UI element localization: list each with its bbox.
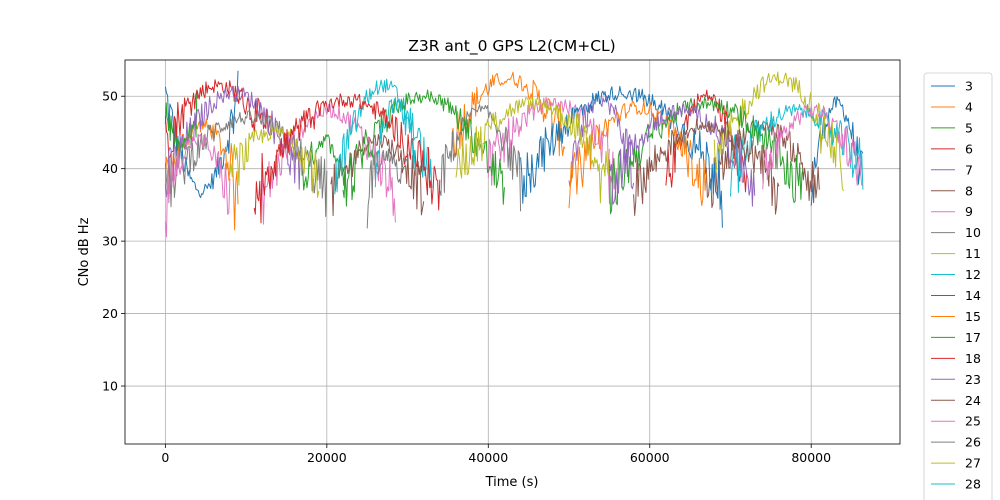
legend-label-5: 5 bbox=[965, 120, 973, 135]
y-tick-label: 50 bbox=[102, 89, 118, 104]
series-line-27 bbox=[455, 96, 610, 204]
y-axis: 10 20 30 40 50 bbox=[102, 89, 125, 394]
x-tick-label: 20000 bbox=[307, 450, 347, 465]
legend-label-14: 14 bbox=[965, 288, 981, 303]
legend-label-11: 11 bbox=[965, 246, 981, 261]
x-axis: 0 20000 40000 60000 80000 bbox=[161, 444, 831, 465]
legend-label-10: 10 bbox=[965, 225, 981, 240]
legend-box bbox=[923, 72, 993, 500]
x-tick-label: 40000 bbox=[468, 450, 508, 465]
legend: 3 4 5 6 7 8 9 10 11 12 14 15 17 18 23 24 25 26 27 28 bbox=[923, 72, 993, 500]
series-line-26 bbox=[366, 148, 409, 229]
y-tick-label: 40 bbox=[102, 161, 118, 176]
series-line-17 bbox=[342, 89, 804, 215]
legend-label-8: 8 bbox=[965, 183, 973, 198]
legend-label-23: 23 bbox=[965, 372, 981, 387]
x-axis-label: Time (s) bbox=[485, 475, 539, 490]
legend-label-24: 24 bbox=[965, 393, 981, 408]
legend-label-18: 18 bbox=[965, 351, 981, 366]
plot-frame bbox=[124, 59, 901, 445]
y-tick-label: 30 bbox=[102, 234, 118, 249]
legend-label-28: 28 bbox=[965, 477, 981, 492]
series-line-25 bbox=[164, 104, 864, 238]
legend-label-9: 9 bbox=[965, 204, 973, 219]
legend-label-25: 25 bbox=[965, 414, 981, 429]
y-tick-label: 10 bbox=[102, 379, 118, 394]
series-line-23 bbox=[608, 103, 756, 207]
legend-label-12: 12 bbox=[965, 267, 981, 282]
series-line-24 bbox=[633, 118, 780, 216]
legend-label-4: 4 bbox=[965, 99, 973, 114]
x-tick-label: 0 bbox=[161, 450, 169, 465]
legend-label-15: 15 bbox=[965, 309, 981, 324]
y-axis-label: CNo dB Hz bbox=[77, 217, 92, 286]
series-line-18 bbox=[253, 93, 441, 224]
legend-label-7: 7 bbox=[965, 162, 973, 177]
legend-label-27: 27 bbox=[965, 456, 981, 471]
series-line-10 bbox=[164, 104, 522, 217]
legend-label-17: 17 bbox=[965, 330, 981, 345]
x-tick-label: 60000 bbox=[630, 450, 670, 465]
x-tick-label: 80000 bbox=[791, 450, 831, 465]
series-line-15 bbox=[568, 100, 707, 209]
series-line-28 bbox=[374, 97, 417, 188]
legend-label-26: 26 bbox=[965, 435, 981, 450]
chart-title: Z3R ant_0 GPS L2(CM+CL) bbox=[408, 37, 615, 56]
series-layer bbox=[164, 70, 864, 238]
y-tick-label: 20 bbox=[102, 306, 118, 321]
legend-label-6: 6 bbox=[965, 141, 973, 156]
legend-label-3: 3 bbox=[965, 79, 973, 94]
series-line-11 bbox=[229, 71, 844, 198]
